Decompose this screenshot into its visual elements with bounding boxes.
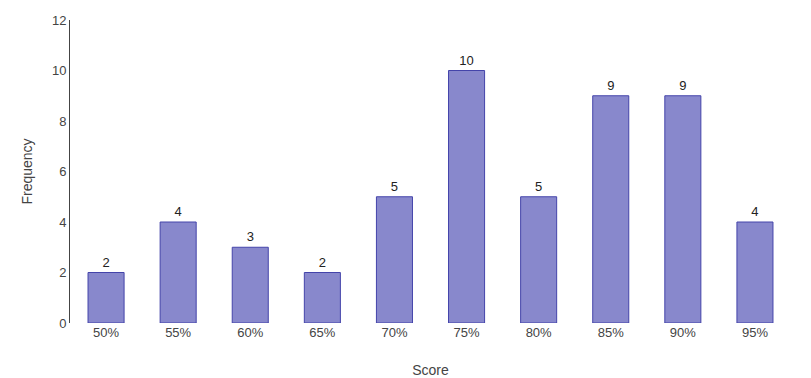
svg-text:85%: 85% bbox=[598, 325, 624, 340]
svg-text:90%: 90% bbox=[670, 325, 696, 340]
svg-text:2: 2 bbox=[59, 265, 66, 280]
svg-text:9: 9 bbox=[679, 78, 686, 93]
svg-text:Frequency: Frequency bbox=[19, 138, 35, 204]
svg-text:95%: 95% bbox=[742, 325, 768, 340]
svg-text:10: 10 bbox=[459, 53, 473, 68]
svg-text:4: 4 bbox=[751, 204, 758, 219]
svg-text:70%: 70% bbox=[381, 325, 407, 340]
svg-text:8: 8 bbox=[59, 114, 66, 129]
svg-text:9: 9 bbox=[607, 78, 614, 93]
svg-text:6: 6 bbox=[59, 164, 66, 179]
svg-text:2: 2 bbox=[319, 255, 326, 270]
svg-text:65%: 65% bbox=[309, 325, 335, 340]
svg-text:4: 4 bbox=[59, 215, 66, 230]
svg-text:0: 0 bbox=[59, 316, 66, 331]
svg-text:4: 4 bbox=[175, 204, 182, 219]
svg-text:2: 2 bbox=[102, 255, 109, 270]
svg-text:50%: 50% bbox=[93, 325, 119, 340]
svg-text:55%: 55% bbox=[165, 325, 191, 340]
svg-text:3: 3 bbox=[247, 229, 254, 244]
svg-text:Score: Score bbox=[412, 362, 449, 378]
svg-text:5: 5 bbox=[535, 179, 542, 194]
svg-text:60%: 60% bbox=[237, 325, 263, 340]
svg-text:75%: 75% bbox=[454, 325, 480, 340]
svg-text:80%: 80% bbox=[526, 325, 552, 340]
svg-text:10: 10 bbox=[52, 63, 66, 78]
svg-text:12: 12 bbox=[52, 13, 66, 28]
svg-text:5: 5 bbox=[391, 179, 398, 194]
